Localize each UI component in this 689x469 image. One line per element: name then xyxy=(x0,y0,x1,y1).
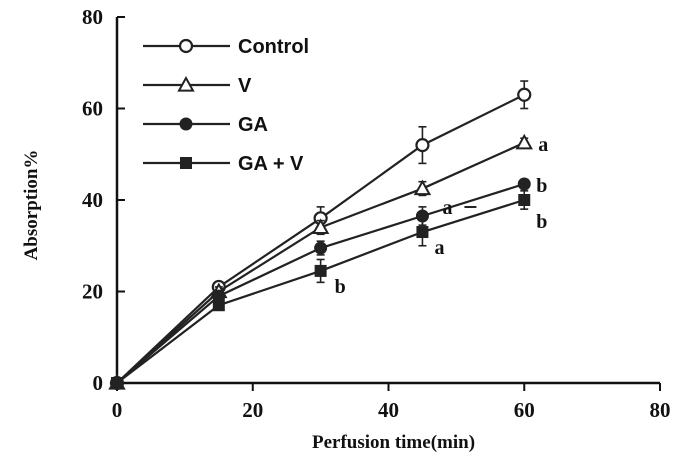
data-point xyxy=(518,194,531,206)
legend-item: Control xyxy=(143,36,309,58)
y-tick-label: 60 xyxy=(82,97,103,121)
data-point xyxy=(311,218,330,235)
data-point xyxy=(416,226,429,239)
data-point xyxy=(314,241,328,255)
y-axis-title: Absorption% xyxy=(21,150,42,261)
x-tick-label: 60 xyxy=(514,398,535,422)
legend-label: Control xyxy=(238,36,309,58)
legend-label: V xyxy=(238,75,252,97)
significance-label: b xyxy=(536,175,547,197)
axes xyxy=(115,17,660,385)
legend-marker xyxy=(180,157,192,169)
series-group xyxy=(108,80,533,391)
y-tick-label: 80 xyxy=(82,5,103,29)
legend-marker xyxy=(179,117,193,131)
legend-label: GA + V xyxy=(238,153,304,175)
legend-item: GA xyxy=(143,114,268,136)
legend-label: GA xyxy=(238,114,268,136)
data-point xyxy=(212,299,225,312)
significance-label: a xyxy=(538,134,548,156)
data-point xyxy=(413,179,432,196)
data-point xyxy=(314,264,327,277)
significance-label: b xyxy=(335,276,346,298)
legend-marker xyxy=(177,75,195,92)
legend-item: GA + V xyxy=(143,153,304,175)
x-tick-label: 0 xyxy=(112,398,123,422)
data-point xyxy=(111,377,123,389)
significance-label: b xyxy=(536,211,547,233)
significance-label: a xyxy=(442,197,452,219)
legend: Control V GA GA + V xyxy=(143,36,309,175)
y-tick-label: 20 xyxy=(82,280,103,304)
data-point xyxy=(415,138,430,153)
y-tick-label: 0 xyxy=(93,371,104,395)
series-line xyxy=(116,93,525,384)
y-tick-label: 40 xyxy=(82,188,103,212)
legend-item: V xyxy=(143,75,252,97)
data-point xyxy=(517,87,532,102)
series-ga-v xyxy=(111,190,531,389)
data-point xyxy=(517,177,531,191)
ticks: 0 20 40 60 80 0 20 40 60 80 xyxy=(82,5,671,422)
x-tick-label: 40 xyxy=(378,398,399,422)
x-tick-label: 80 xyxy=(650,398,671,422)
data-point xyxy=(515,133,533,150)
significance-label: a xyxy=(434,237,444,259)
x-tick-label: 20 xyxy=(242,398,263,422)
x-axis-title: Perfusion time(min) xyxy=(312,432,475,453)
legend-marker xyxy=(178,38,194,54)
